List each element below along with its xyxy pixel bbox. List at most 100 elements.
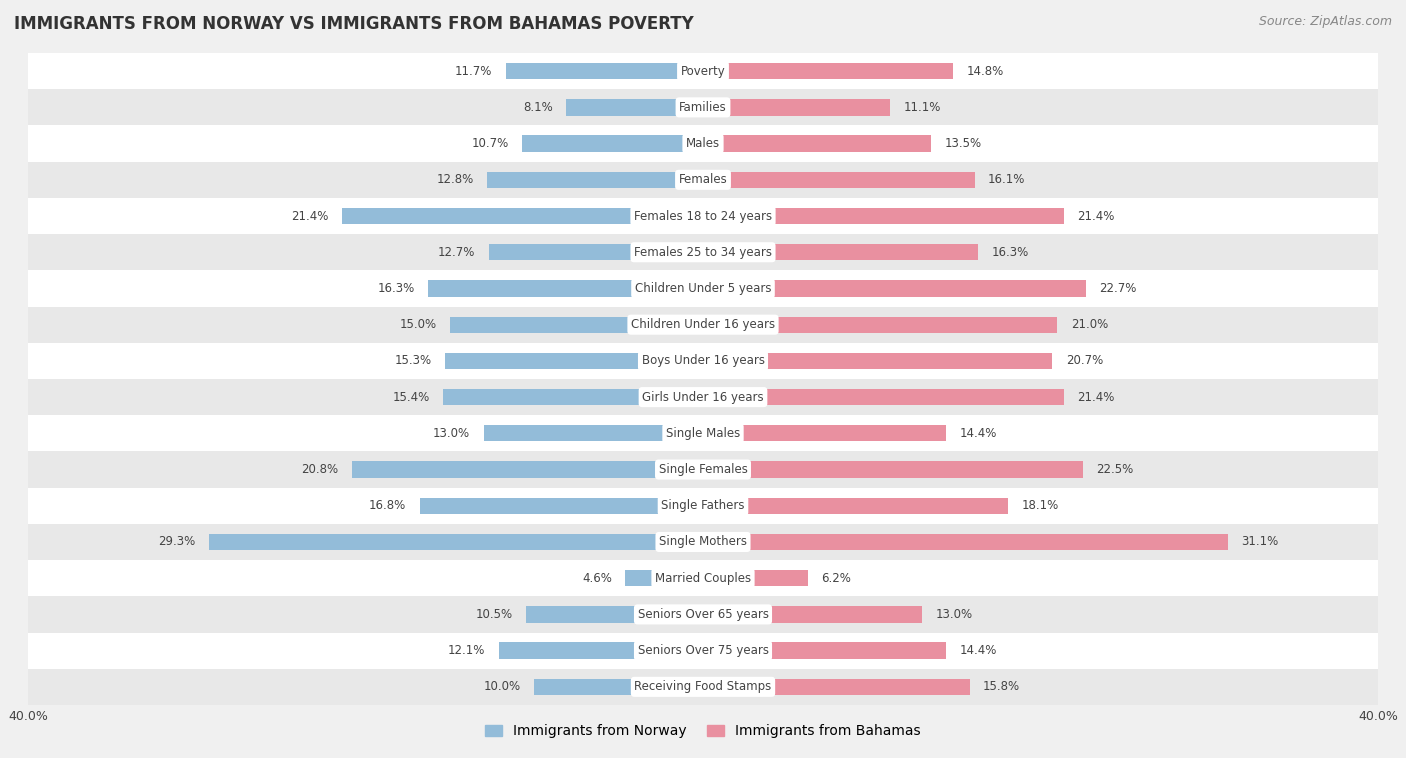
Bar bbox=[484, 425, 703, 441]
Text: Females 25 to 34 years: Females 25 to 34 years bbox=[634, 246, 772, 258]
Bar bbox=[506, 63, 703, 80]
Text: 16.3%: 16.3% bbox=[377, 282, 415, 295]
Bar bbox=[703, 99, 890, 115]
Text: 22.7%: 22.7% bbox=[1099, 282, 1137, 295]
Bar bbox=[526, 606, 703, 622]
Text: Girls Under 16 years: Girls Under 16 years bbox=[643, 390, 763, 403]
Text: 12.7%: 12.7% bbox=[437, 246, 475, 258]
Text: Seniors Over 75 years: Seniors Over 75 years bbox=[637, 644, 769, 657]
Text: Children Under 5 years: Children Under 5 years bbox=[634, 282, 772, 295]
Bar bbox=[444, 352, 703, 369]
Bar bbox=[28, 379, 1378, 415]
Bar bbox=[489, 244, 703, 261]
Text: Married Couples: Married Couples bbox=[655, 572, 751, 584]
Text: Poverty: Poverty bbox=[681, 64, 725, 77]
Bar bbox=[28, 53, 1378, 89]
Text: Single Females: Single Females bbox=[658, 463, 748, 476]
Bar bbox=[703, 497, 1008, 514]
Text: 31.1%: 31.1% bbox=[1241, 535, 1278, 549]
Text: Single Mothers: Single Mothers bbox=[659, 535, 747, 549]
Text: Males: Males bbox=[686, 137, 720, 150]
Text: 21.4%: 21.4% bbox=[291, 209, 329, 223]
Text: 14.4%: 14.4% bbox=[959, 427, 997, 440]
Bar bbox=[703, 208, 1064, 224]
Text: Source: ZipAtlas.com: Source: ZipAtlas.com bbox=[1258, 15, 1392, 28]
Bar bbox=[450, 317, 703, 333]
Bar bbox=[342, 208, 703, 224]
Text: 20.8%: 20.8% bbox=[301, 463, 339, 476]
Text: 13.5%: 13.5% bbox=[945, 137, 981, 150]
Text: 15.4%: 15.4% bbox=[392, 390, 430, 403]
Bar bbox=[28, 343, 1378, 379]
Bar bbox=[703, 606, 922, 622]
Text: IMMIGRANTS FROM NORWAY VS IMMIGRANTS FROM BAHAMAS POVERTY: IMMIGRANTS FROM NORWAY VS IMMIGRANTS FRO… bbox=[14, 15, 693, 33]
Bar bbox=[499, 643, 703, 659]
Bar bbox=[443, 389, 703, 406]
Bar bbox=[703, 678, 970, 695]
Bar bbox=[28, 597, 1378, 632]
Bar bbox=[28, 632, 1378, 669]
Text: 15.3%: 15.3% bbox=[394, 355, 432, 368]
Bar bbox=[28, 271, 1378, 306]
Text: 10.0%: 10.0% bbox=[484, 681, 520, 694]
Bar bbox=[28, 89, 1378, 126]
Bar bbox=[28, 306, 1378, 343]
Text: 14.8%: 14.8% bbox=[966, 64, 1004, 77]
Bar bbox=[28, 161, 1378, 198]
Text: 21.4%: 21.4% bbox=[1077, 390, 1115, 403]
Bar bbox=[28, 126, 1378, 161]
Bar bbox=[703, 244, 979, 261]
Text: 6.2%: 6.2% bbox=[821, 572, 851, 584]
Text: 10.7%: 10.7% bbox=[472, 137, 509, 150]
Bar bbox=[626, 570, 703, 587]
Text: 16.8%: 16.8% bbox=[368, 500, 406, 512]
Bar bbox=[703, 643, 946, 659]
Bar bbox=[352, 462, 703, 478]
Text: 21.4%: 21.4% bbox=[1077, 209, 1115, 223]
Text: 10.5%: 10.5% bbox=[475, 608, 512, 621]
Text: 18.1%: 18.1% bbox=[1022, 500, 1059, 512]
Bar bbox=[703, 389, 1064, 406]
Bar bbox=[427, 280, 703, 296]
Text: 8.1%: 8.1% bbox=[523, 101, 553, 114]
Bar bbox=[28, 452, 1378, 487]
Bar bbox=[703, 171, 974, 188]
Text: 15.0%: 15.0% bbox=[399, 318, 436, 331]
Text: 14.4%: 14.4% bbox=[959, 644, 997, 657]
Bar bbox=[703, 136, 931, 152]
Text: 16.3%: 16.3% bbox=[991, 246, 1029, 258]
Bar bbox=[28, 669, 1378, 705]
Text: Females: Females bbox=[679, 174, 727, 186]
Text: 11.1%: 11.1% bbox=[904, 101, 941, 114]
Text: 13.0%: 13.0% bbox=[433, 427, 470, 440]
Text: 21.0%: 21.0% bbox=[1071, 318, 1108, 331]
Bar bbox=[28, 198, 1378, 234]
Text: 12.8%: 12.8% bbox=[436, 174, 474, 186]
Bar bbox=[28, 487, 1378, 524]
Bar bbox=[703, 280, 1085, 296]
Bar bbox=[208, 534, 703, 550]
Text: 15.8%: 15.8% bbox=[983, 681, 1021, 694]
Bar bbox=[28, 560, 1378, 597]
Bar bbox=[703, 425, 946, 441]
Text: Boys Under 16 years: Boys Under 16 years bbox=[641, 355, 765, 368]
Text: Families: Families bbox=[679, 101, 727, 114]
Text: Receiving Food Stamps: Receiving Food Stamps bbox=[634, 681, 772, 694]
Text: Single Males: Single Males bbox=[666, 427, 740, 440]
Text: 12.1%: 12.1% bbox=[449, 644, 485, 657]
Text: 16.1%: 16.1% bbox=[988, 174, 1025, 186]
Bar bbox=[703, 352, 1052, 369]
Bar bbox=[703, 462, 1083, 478]
Bar bbox=[28, 234, 1378, 271]
Bar bbox=[534, 678, 703, 695]
Bar bbox=[523, 136, 703, 152]
Text: Females 18 to 24 years: Females 18 to 24 years bbox=[634, 209, 772, 223]
Text: 4.6%: 4.6% bbox=[582, 572, 612, 584]
Bar bbox=[703, 534, 1227, 550]
Text: 29.3%: 29.3% bbox=[157, 535, 195, 549]
Text: 22.5%: 22.5% bbox=[1097, 463, 1133, 476]
Bar bbox=[28, 415, 1378, 452]
Bar bbox=[567, 99, 703, 115]
Bar bbox=[703, 63, 953, 80]
Text: 11.7%: 11.7% bbox=[454, 64, 492, 77]
